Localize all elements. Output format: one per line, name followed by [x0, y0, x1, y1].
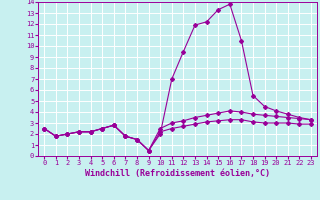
X-axis label: Windchill (Refroidissement éolien,°C): Windchill (Refroidissement éolien,°C): [85, 169, 270, 178]
